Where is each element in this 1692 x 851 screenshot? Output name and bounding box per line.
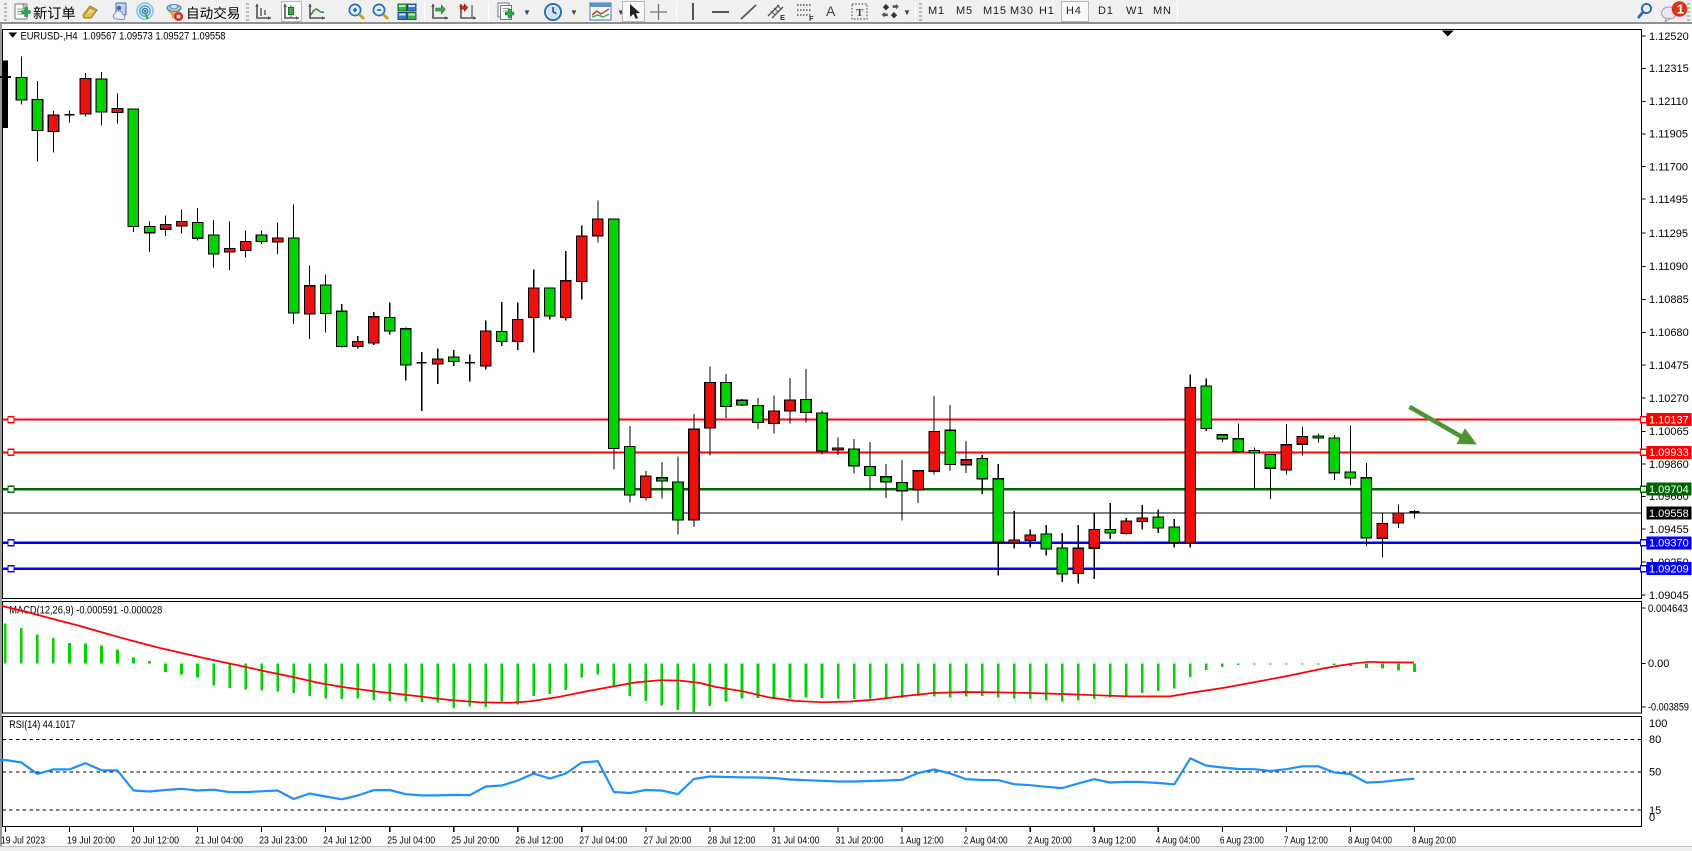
svg-text:31 Jul 04:00: 31 Jul 04:00 (772, 836, 820, 847)
svg-text:E: E (780, 13, 785, 22)
svg-text:0.004643: 0.004643 (1648, 603, 1688, 615)
svg-text:25 Jul 20:00: 25 Jul 20:00 (451, 836, 499, 847)
svg-text:1.09045: 1.09045 (1649, 590, 1689, 602)
svg-text:1.09370: 1.09370 (1649, 538, 1689, 550)
svg-text:8 Aug 20:00: 8 Aug 20:00 (1412, 836, 1456, 847)
svg-text:20 Jul 12:00: 20 Jul 12:00 (131, 836, 179, 847)
svg-text:80: 80 (1649, 734, 1661, 746)
svg-text:1.12520: 1.12520 (1649, 31, 1689, 43)
svg-text:1.11295: 1.11295 (1649, 228, 1688, 240)
svg-text:8 Aug 04:00: 8 Aug 04:00 (1348, 836, 1392, 847)
svg-text:23 Jul 23:00: 23 Jul 23:00 (259, 836, 307, 847)
svg-text:27 Jul 04:00: 27 Jul 04:00 (579, 836, 627, 847)
svg-text:F: F (809, 14, 814, 22)
svg-text:1.09704: 1.09704 (1649, 484, 1689, 496)
svg-text:EURUSD-,H4 1.09567 1.09573 1.: EURUSD-,H4 1.09567 1.09573 1.09527 1.095… (21, 31, 226, 43)
svg-text:4 Aug 04:00: 4 Aug 04:00 (1156, 836, 1200, 847)
svg-text:1.12110: 1.12110 (1649, 96, 1688, 108)
svg-text:1.11905: 1.11905 (1649, 129, 1688, 141)
svg-text:19 Jul 20:00: 19 Jul 20:00 (67, 836, 115, 847)
svg-text:1.10475: 1.10475 (1649, 360, 1689, 372)
svg-text:1.09860: 1.09860 (1649, 459, 1689, 471)
svg-text:1.09455: 1.09455 (1649, 524, 1689, 536)
svg-text:26 Jul 12:00: 26 Jul 12:00 (515, 836, 563, 847)
svg-text:1.10065: 1.10065 (1649, 426, 1689, 438)
svg-text:50: 50 (1649, 767, 1661, 779)
svg-text:2 Aug 20:00: 2 Aug 20:00 (1028, 836, 1072, 847)
svg-text:0.00: 0.00 (1648, 658, 1669, 670)
svg-text:28 Jul 12:00: 28 Jul 12:00 (707, 836, 755, 847)
svg-text:3 Aug 12:00: 3 Aug 12:00 (1092, 836, 1136, 847)
svg-text:31 Jul 20:00: 31 Jul 20:00 (836, 836, 884, 847)
svg-text:1.09933: 1.09933 (1649, 447, 1689, 459)
svg-text:7 Aug 12:00: 7 Aug 12:00 (1284, 836, 1328, 847)
svg-text:0: 0 (1649, 812, 1655, 824)
svg-text:1: 1 (1677, 2, 1684, 17)
svg-text:1.10270: 1.10270 (1649, 393, 1689, 405)
svg-text:1 Aug 12:00: 1 Aug 12:00 (900, 836, 944, 847)
svg-text:T: T (856, 7, 864, 19)
svg-text:25 Jul 04:00: 25 Jul 04:00 (387, 836, 435, 847)
svg-text:1.12315: 1.12315 (1649, 63, 1689, 75)
svg-text:-0.003859: -0.003859 (1648, 702, 1689, 714)
svg-text:100: 100 (1649, 718, 1667, 730)
svg-text:1.10137: 1.10137 (1649, 415, 1689, 427)
svg-text:1.11090: 1.11090 (1649, 261, 1688, 273)
svg-text:21 Jul 04:00: 21 Jul 04:00 (195, 836, 243, 847)
svg-text:1.09209: 1.09209 (1649, 564, 1689, 576)
svg-text:1.10680: 1.10680 (1649, 327, 1689, 339)
svg-text:1.09558: 1.09558 (1649, 508, 1689, 520)
svg-text:27 Jul 20:00: 27 Jul 20:00 (643, 836, 691, 847)
svg-text:1.11700: 1.11700 (1649, 161, 1688, 173)
svg-text:1.10885: 1.10885 (1649, 294, 1689, 306)
svg-text:RSI(14) 44.1017: RSI(14) 44.1017 (9, 719, 75, 731)
svg-text:19 Jul 2023: 19 Jul 2023 (1, 836, 45, 847)
svg-text:2 Aug 04:00: 2 Aug 04:00 (964, 836, 1008, 847)
svg-text:15: 15 (1649, 805, 1661, 817)
svg-text:1.11495: 1.11495 (1649, 194, 1688, 206)
svg-text:24 Jul 12:00: 24 Jul 12:00 (323, 836, 371, 847)
svg-text:MACD(12,26,9) -0.000591 -0.000: MACD(12,26,9) -0.000591 -0.000028 (9, 605, 162, 617)
svg-text:6 Aug 23:00: 6 Aug 23:00 (1220, 836, 1264, 847)
